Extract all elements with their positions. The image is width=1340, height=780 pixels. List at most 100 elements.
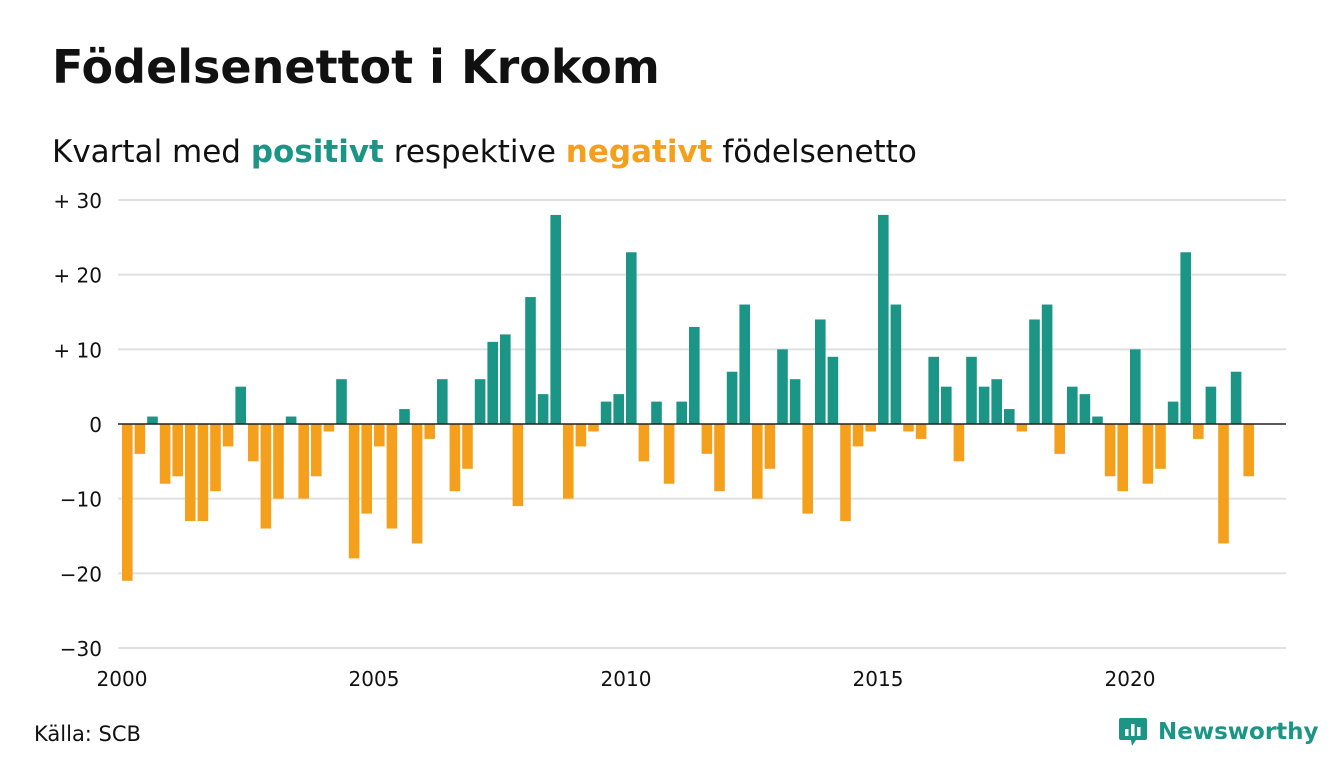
bar bbox=[348, 424, 360, 559]
bar bbox=[865, 424, 876, 432]
bar bbox=[1205, 386, 1217, 424]
bar bbox=[462, 424, 473, 469]
bar bbox=[1130, 349, 1141, 424]
bar bbox=[701, 424, 713, 454]
bar bbox=[966, 356, 977, 424]
subtitle-positive: positivt bbox=[250, 134, 384, 170]
bar bbox=[815, 319, 826, 424]
bar bbox=[852, 424, 864, 447]
chart-subtitle: Kvartal med positivt respektive negativt… bbox=[52, 134, 917, 170]
bar bbox=[638, 424, 650, 462]
bar bbox=[991, 379, 1002, 424]
y-tick-label: + 10 bbox=[53, 338, 102, 362]
bar bbox=[739, 304, 750, 424]
bar bbox=[336, 379, 347, 424]
bar bbox=[437, 379, 448, 424]
bar bbox=[726, 371, 738, 424]
bar bbox=[1193, 424, 1204, 439]
bar bbox=[1180, 252, 1191, 424]
bar bbox=[1218, 424, 1229, 544]
subtitle-prefix: Kvartal med bbox=[52, 134, 241, 170]
bar bbox=[689, 326, 700, 424]
bar bbox=[953, 424, 965, 462]
bar bbox=[285, 416, 297, 424]
bar bbox=[399, 409, 410, 424]
bar-layer bbox=[122, 214, 1254, 581]
bar bbox=[235, 386, 246, 424]
subtitle-suffix: födelsenetto bbox=[722, 134, 917, 170]
bar bbox=[714, 424, 725, 492]
x-tick-label: 2010 bbox=[601, 667, 652, 691]
bar bbox=[512, 424, 524, 507]
x-tick-label: 2005 bbox=[349, 667, 400, 691]
newsworthy-logo-icon bbox=[1119, 718, 1147, 746]
chart-title: Födelsenettot i Krokom bbox=[52, 40, 660, 94]
bar bbox=[1243, 424, 1254, 477]
bar bbox=[374, 424, 385, 447]
bar bbox=[134, 424, 146, 454]
bar bbox=[789, 379, 801, 424]
y-tick-label: + 30 bbox=[53, 189, 102, 213]
bar bbox=[676, 401, 687, 424]
bar bbox=[222, 424, 234, 447]
bar bbox=[1067, 386, 1078, 424]
bar bbox=[260, 424, 272, 529]
bar bbox=[411, 424, 423, 544]
bar bbox=[1041, 304, 1053, 424]
bar bbox=[298, 424, 309, 499]
y-tick-label: −30 bbox=[60, 637, 102, 661]
bar bbox=[915, 424, 927, 439]
x-tick-label: 2000 bbox=[97, 667, 148, 691]
bar bbox=[777, 349, 788, 424]
brand-logo: Newsworthy bbox=[1118, 716, 1319, 748]
bar bbox=[575, 424, 587, 447]
bar bbox=[386, 424, 398, 529]
bar bbox=[172, 424, 183, 477]
y-tick-label: −10 bbox=[60, 488, 102, 512]
bar bbox=[563, 424, 574, 499]
bar bbox=[588, 424, 599, 432]
bar bbox=[323, 424, 335, 432]
bar bbox=[1142, 424, 1154, 484]
subtitle-negative: negativt bbox=[565, 134, 713, 170]
bar bbox=[978, 386, 990, 424]
bar bbox=[890, 304, 902, 424]
y-tick-label: −20 bbox=[60, 562, 102, 586]
bar bbox=[613, 394, 624, 424]
bar bbox=[474, 379, 486, 424]
bar bbox=[840, 424, 851, 522]
bar bbox=[1117, 424, 1128, 492]
bar bbox=[449, 424, 461, 492]
bar bbox=[651, 401, 662, 424]
bar bbox=[185, 424, 196, 522]
bar bbox=[311, 424, 322, 477]
brand-name: Newsworthy bbox=[1158, 719, 1319, 745]
bar bbox=[600, 401, 612, 424]
bar bbox=[1167, 401, 1179, 424]
bar bbox=[928, 356, 939, 424]
x-tick-label: 2015 bbox=[853, 667, 904, 691]
bar bbox=[752, 424, 763, 499]
y-tick-label: 0 bbox=[89, 413, 102, 437]
bar bbox=[500, 334, 511, 424]
bar bbox=[1092, 416, 1103, 424]
bar bbox=[248, 424, 259, 462]
axis-layer: −30 −20 −10 0 + 10 + 20 + 30 2000 2005 2010 2015 20… bbox=[53, 189, 1286, 691]
bar bbox=[1054, 424, 1065, 454]
bar bbox=[424, 424, 435, 439]
bar bbox=[941, 386, 952, 424]
grid-layer bbox=[118, 199, 1286, 649]
bar bbox=[525, 297, 536, 424]
bar bbox=[1230, 371, 1242, 424]
bar bbox=[626, 252, 637, 424]
bar bbox=[1155, 424, 1166, 469]
bar bbox=[197, 424, 209, 522]
bar bbox=[1079, 394, 1091, 424]
bar bbox=[878, 214, 889, 424]
bar bbox=[487, 341, 498, 424]
y-tick-label: + 20 bbox=[53, 264, 102, 288]
bar bbox=[210, 424, 221, 492]
bar bbox=[827, 356, 839, 424]
bar bbox=[159, 424, 171, 484]
